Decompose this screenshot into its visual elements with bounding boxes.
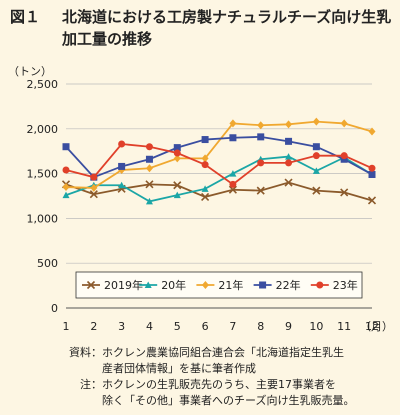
series-5-point	[285, 159, 293, 167]
legend-label: 2019年	[104, 278, 143, 292]
series-2-point	[145, 197, 153, 205]
series-5-point	[145, 143, 153, 151]
series-2-point	[173, 191, 181, 199]
series-1-point	[173, 181, 182, 190]
footnote-key: 注：	[80, 378, 102, 391]
series-3-point	[285, 120, 293, 129]
series-1-point	[89, 190, 98, 199]
series-4-point	[62, 143, 70, 151]
x-tick-label: 5	[174, 320, 181, 333]
series-5-point	[118, 140, 126, 148]
series-2-point	[229, 170, 237, 177]
series-1-point	[228, 185, 237, 194]
series-4-point	[340, 155, 348, 163]
series-4-point	[118, 162, 126, 170]
x-tick-label: 11	[337, 320, 351, 333]
series-4-point	[312, 143, 320, 151]
x-tick-label: 1	[63, 320, 70, 333]
series-4-point	[173, 144, 181, 152]
series-2-point	[201, 185, 209, 192]
series-1-point	[367, 196, 377, 205]
series-3-point	[229, 119, 237, 128]
y-tick-label: 500	[37, 257, 58, 270]
series-1-point	[256, 186, 265, 195]
series-4-point	[368, 170, 376, 178]
series-1-point	[340, 188, 349, 197]
series-2-point	[62, 191, 70, 199]
source-text-cont: 産者団体情報」を基に筆者作成	[102, 362, 256, 375]
series-4-line	[65, 135, 373, 179]
legend-label: 22年	[276, 278, 301, 292]
legend-marker	[144, 281, 152, 288]
x-tick-label: 8	[257, 320, 264, 333]
legend-marker	[259, 281, 267, 289]
legend-label: 20年	[161, 278, 186, 292]
x-tick-label: 6	[202, 320, 209, 333]
series-4-point	[285, 137, 293, 145]
series-5-point	[368, 164, 376, 172]
chart-title: 北海道における工房製ナチュラルチーズ向け生乳加工量の推移	[62, 8, 392, 48]
series-3-point	[257, 121, 265, 130]
series-1-point	[284, 178, 293, 187]
y-tick-label: 2,500	[27, 78, 59, 91]
series-1-line	[65, 181, 373, 202]
y-tick-label: 1,000	[27, 212, 59, 225]
x-tick-label: 10	[309, 320, 323, 333]
y-tick-label: 1,500	[27, 168, 59, 181]
x-tick-label: 9	[285, 320, 292, 333]
series-5-point	[201, 161, 209, 169]
series-2-point	[285, 153, 293, 160]
series-2-point	[118, 181, 126, 189]
x-tick-label: 3	[118, 320, 125, 333]
series-3-point	[173, 154, 181, 163]
source-text: ホクレン農業協同組合連合会「北海道指定生乳生	[102, 346, 344, 359]
legend-label: 23年	[333, 278, 358, 292]
series-5-point	[62, 166, 70, 174]
x-unit-label: （月）	[360, 320, 393, 333]
series-4-point	[257, 133, 265, 141]
series-1-point	[145, 180, 154, 189]
y-tick-label: 0	[51, 302, 58, 315]
series-3-line	[65, 120, 373, 189]
legend-marker	[316, 281, 324, 289]
source-key: 資料：	[69, 346, 102, 359]
x-tick-label: 12	[365, 320, 379, 333]
series-3-point	[368, 127, 376, 136]
series-1-point	[201, 192, 210, 201]
x-tick-label: 7	[229, 320, 236, 333]
series-3-point	[312, 117, 320, 126]
series-2-line	[65, 155, 373, 203]
figure-number: 図１	[10, 8, 41, 26]
legend-marker	[86, 280, 96, 290]
footnote-text: ホクレンの生乳販売先のうち、主要17事業者を	[102, 378, 336, 391]
series-1-point	[312, 186, 321, 195]
x-tick-label: 2	[90, 320, 97, 333]
y-unit-label: （トン）	[8, 65, 52, 78]
series-5-line	[65, 143, 373, 186]
legend-label: 21年	[218, 278, 243, 292]
legend-marker	[201, 281, 209, 289]
series-5-point	[229, 180, 237, 188]
footnote-text-cont: 除く「その他」事業者へのチーズ向け生乳販売量。	[102, 394, 355, 407]
y-tick-label: 2,000	[27, 123, 59, 136]
series-4-point	[145, 155, 153, 163]
series-5-point	[90, 173, 98, 181]
series-3-point	[62, 183, 70, 192]
series-5-point	[312, 152, 320, 160]
notes: 資料： ホクレン農業協同組合連合会「北海道指定生乳生 産者団体情報」を基に筆者作…	[40, 345, 398, 409]
source-note: 資料： ホクレン農業協同組合連合会「北海道指定生乳生	[40, 345, 398, 361]
series-3-point	[145, 164, 153, 173]
series-3-point	[90, 183, 98, 192]
series-2-point	[312, 167, 320, 174]
series-3-point	[340, 119, 348, 128]
series-5-point	[340, 152, 348, 160]
series-5-point	[173, 149, 181, 157]
footnote: 注： ホクレンの生乳販売先のうち、主要17事業者を	[40, 377, 398, 393]
series-5-point	[257, 159, 265, 167]
x-tick-label: 4	[146, 320, 153, 333]
series-4-point	[201, 136, 209, 144]
series-4-point	[229, 134, 237, 142]
series-3-point	[201, 154, 209, 163]
